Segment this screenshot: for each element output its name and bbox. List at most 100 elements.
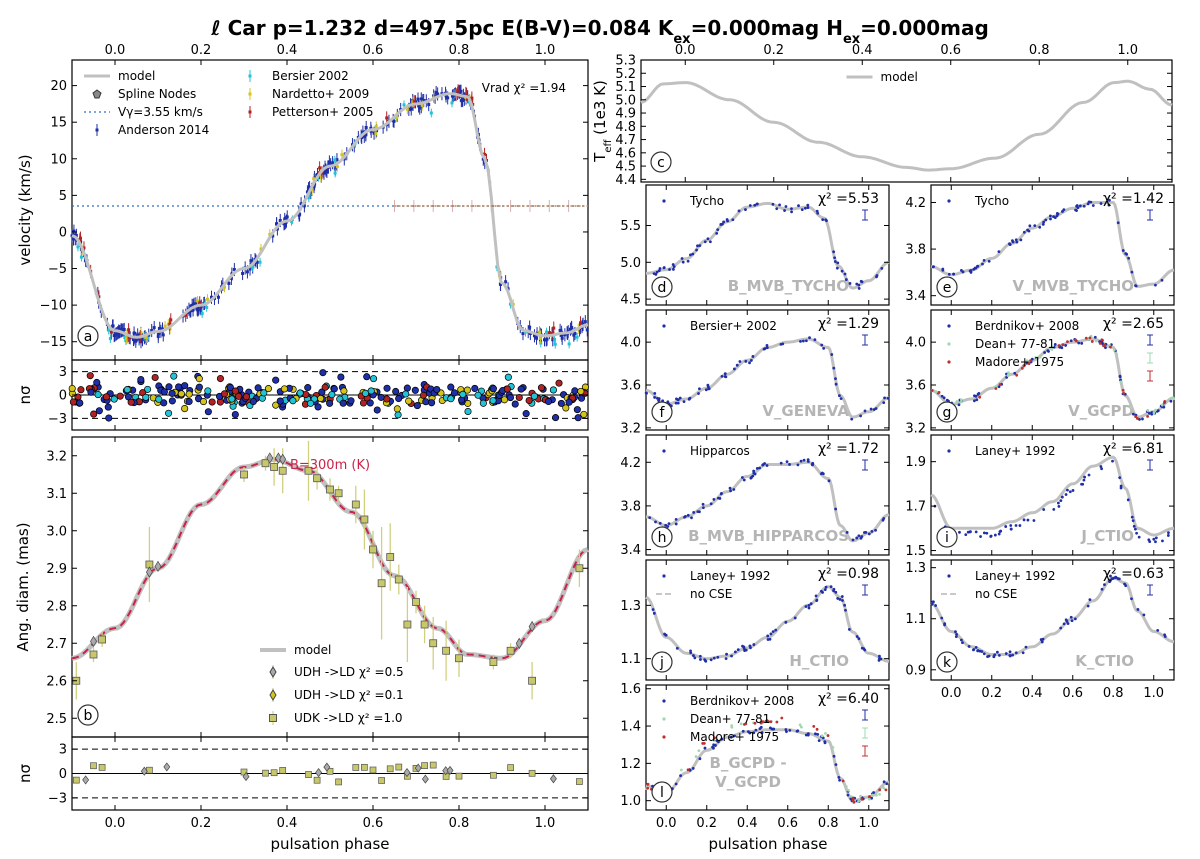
panel-e-point-series-0 [981, 262, 984, 266]
panel-d-point-series-0 [803, 206, 807, 210]
panel-l-point-series-2 [860, 797, 864, 801]
residual-point [110, 395, 118, 403]
anderson-point [504, 280, 508, 284]
residual-point [446, 765, 454, 776]
panel-j-watermark: H_CTIO [789, 652, 849, 670]
panel-j-point-series-0 [857, 637, 861, 640]
panel-i-point-series-0 [1056, 501, 1060, 505]
panel-d-ytick-label-1: 5.0 [620, 256, 641, 271]
residual-point [428, 399, 436, 407]
panel-f-point-series-0 [808, 336, 811, 340]
residual-point [413, 402, 421, 410]
residual-point [373, 406, 381, 414]
residual-point [361, 763, 368, 771]
panel-k-point-series-0 [1114, 575, 1118, 579]
residual-point [204, 408, 212, 416]
panel-j-point-series-0 [807, 603, 811, 607]
panel-l-point-series-2 [851, 796, 855, 800]
panel-l-xtick-bottom-label-2: 0.4 [737, 816, 758, 831]
anderson-point [563, 333, 567, 337]
panel-a-xtick-top-label-4: 0.8 [449, 43, 470, 58]
residual-point [175, 383, 183, 391]
panel-i-point-series-0 [982, 531, 986, 535]
anderson-point [275, 222, 279, 226]
panel-j-point-series-0 [840, 595, 844, 598]
panel-d-point-series-0 [722, 220, 726, 224]
panel-l-point-series-0 [816, 733, 820, 736]
panel-h-point-series-0 [758, 466, 762, 470]
panel-l-point-series-1 [859, 794, 862, 798]
uk-point [403, 620, 412, 629]
panel-j-point-series-0 [862, 647, 866, 651]
panel-j-point-series-0 [766, 638, 770, 641]
panel-g-point-series-0 [942, 396, 946, 400]
panel-k-point-series-0 [1040, 640, 1044, 644]
panel-l-point-series-0 [813, 732, 817, 736]
panel-d-point-series-0 [836, 261, 840, 265]
panel-g-point-series-0 [1131, 412, 1135, 416]
panel-a-ylabel: velocity (km/s) [16, 154, 34, 265]
legend-series-0-dot [248, 74, 252, 78]
panel-f-watermark: V_GENEVA [762, 402, 849, 420]
legend-f-swatch-0 [662, 324, 666, 328]
residual-point [160, 388, 168, 396]
panel-b_res-xtick-bottom-label-3: 0.6 [363, 816, 384, 831]
panel-k-point-series-0 [1041, 637, 1045, 641]
anderson-point [139, 340, 143, 344]
uk-point [270, 463, 279, 471]
bersier-point [450, 101, 454, 105]
panel-d-watermark: B_MVB_TYCHO [728, 277, 849, 295]
petterson-point [551, 331, 555, 335]
panel-i-point-series-0 [1052, 507, 1056, 511]
panel-g-point-series-1 [1172, 397, 1176, 401]
anderson-point [136, 333, 140, 337]
panel-d-point-series-0 [655, 270, 659, 274]
title-sub-3: ex [843, 32, 861, 47]
panel-k-watermark: K_CTIO [1075, 652, 1134, 670]
panel-l-point-series-0 [785, 730, 788, 734]
residual-point [272, 401, 280, 409]
panel-d-point-series-0 [848, 282, 852, 285]
panel-d-chi2: χ² =5.53 [818, 191, 879, 207]
panel-d-point-series-0 [737, 209, 741, 213]
anderson-point [132, 337, 136, 341]
anderson-point [194, 302, 198, 306]
panel-a-ytick-label-3: 0 [59, 225, 67, 240]
panel-b_res-points [72, 761, 583, 786]
anderson-point [498, 282, 502, 286]
panel-j-point-series-0 [704, 659, 708, 663]
panel-l-point-series-1 [831, 746, 835, 749]
panel-j-point-series-0 [675, 646, 679, 650]
panel-e-point-series-0 [1053, 216, 1057, 220]
panel-e-point-series-0 [932, 265, 935, 269]
residual-point [195, 375, 203, 383]
residual-point [503, 385, 511, 393]
panel-f-ytick-label-1: 3.6 [620, 379, 641, 394]
residual-point [262, 769, 269, 777]
panel-a-ytick-label-6: 15 [50, 116, 67, 131]
residual-point [504, 373, 512, 381]
panel-k-point-series-0 [1008, 654, 1012, 657]
panel-k-point-series-0 [1070, 619, 1074, 623]
uk-point [240, 470, 248, 479]
panel-i-point-series-0 [1118, 476, 1122, 480]
residual-point [489, 385, 497, 393]
panel-label-j-circle [651, 651, 673, 673]
panel-l-point-series-0 [711, 745, 715, 749]
residual-point [77, 386, 85, 394]
panel-g-points [930, 334, 1176, 421]
udh-point [90, 635, 97, 648]
legend-spline-nodes-swatch [92, 89, 102, 99]
panel-f-point-series-0 [706, 383, 710, 387]
residual-point [549, 386, 557, 394]
panel-e-point-series-0 [1011, 240, 1015, 244]
panel-h-point-series-0 [690, 516, 693, 520]
panel-f-point-series-0 [676, 398, 680, 401]
panel-label-j: j [659, 655, 664, 671]
panel-i-point-series-0 [1161, 539, 1164, 543]
panel-g-point-series-1 [1006, 374, 1010, 377]
panel-g-point-series-2 [937, 390, 941, 394]
bersier-point [124, 339, 128, 343]
bersier-point [290, 219, 294, 223]
anderson-point [583, 320, 587, 324]
